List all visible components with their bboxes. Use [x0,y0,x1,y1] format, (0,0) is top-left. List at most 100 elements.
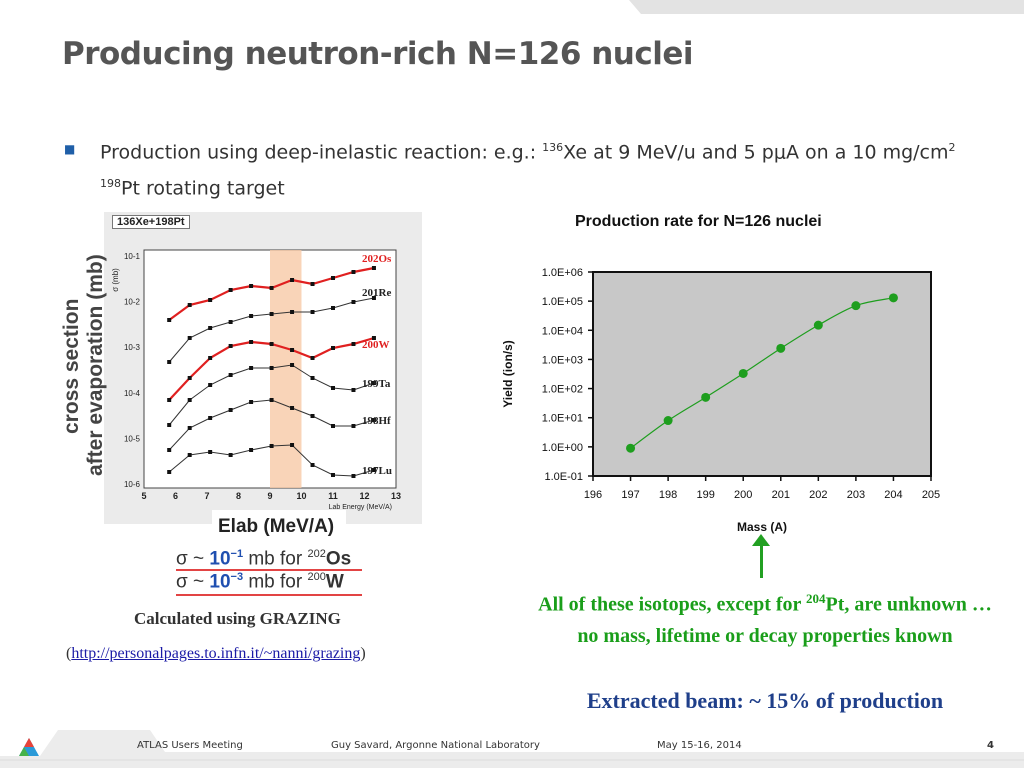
curve-marker [249,366,254,370]
curve-marker [371,468,376,472]
curve-marker [187,398,192,402]
data-point [813,320,823,330]
inner-y-tick-label: 10-2 [124,298,141,307]
inner-y-tick-label: 10-3 [124,343,141,352]
nucleus-label: 199Ta [362,378,391,390]
curve-marker [351,424,356,428]
extracted-beam-note: Extracted beam: ~ 15% of production [586,688,944,713]
inner-y-tick-label: 10-6 [124,480,141,489]
curve-marker [249,448,254,452]
curve-marker [208,326,213,330]
production-rate-chart: 1.0E-01 1.0E+00 1.0E+01 1.0E+02 1.0E+03 1.0E+… [501,267,940,534]
curve-marker [331,386,335,390]
elab-label: Elab (MeV/A) [212,510,346,544]
sigma-os-line: σ ~ 10−1 mb for 202Os [176,548,352,570]
curve-marker [208,298,213,302]
curve-marker [187,453,192,457]
footer-event: ATLAS Users Meeting [137,740,243,751]
data-point [626,443,636,453]
curve-marker [228,288,233,292]
curve-marker [310,414,315,418]
inner-y-tick-label: 10-5 [124,434,141,443]
curve-marker [371,266,376,270]
data-point [776,343,786,353]
curve-marker [351,300,356,304]
x-tick-label: 196 [584,489,602,501]
grazing-caption: Calculated using GRAZING [134,609,341,628]
y-tick-label: 1.0E+02 [542,384,583,396]
curve-marker [290,363,295,367]
inner-x-tick-label: 8 [236,491,241,501]
inner-x-tick-label: 9 [267,491,272,501]
curve-marker [167,423,172,427]
curve-marker [331,346,335,350]
curve-marker [167,448,172,452]
curve-marker [187,303,192,307]
curve-marker [371,418,376,422]
curve-marker [167,398,172,402]
data-point [738,368,748,378]
data-point [663,416,673,426]
curve-marker [310,310,315,314]
x-tick-label: 201 [772,489,790,501]
curve-marker [371,336,376,340]
footer-date: May 15-16, 2014 [657,740,742,751]
curve-marker [290,348,295,352]
curve-marker [187,336,192,340]
inner-x-tick-label: 11 [328,491,338,501]
y-tick-label: 1.0E+05 [542,296,583,308]
curve-marker [228,344,233,348]
curve-marker [249,314,254,318]
inner-x-tick-label: 7 [204,491,209,501]
x-tick-label: 198 [659,489,677,501]
curve-marker [310,376,315,380]
y-tick-label: 1.0E+04 [542,325,583,337]
inner-x-label: Lab Energy (MeV/A) [329,504,392,511]
y-axis-label: Yield (ion/s) [501,340,515,408]
data-point [701,392,711,402]
y-tick-label: 1.0E-01 [544,471,583,483]
curve-marker [310,356,315,360]
y-tick-label: 1.0E+06 [542,267,583,279]
curve-marker [371,296,376,300]
plot-area [592,271,932,477]
inner-x-tick-label: 13 [391,491,401,501]
energy-band [270,250,302,488]
grazing-link-line: (http://personalpages.to.infn.it/~nanni/… [66,645,366,662]
nucleus-label: 197Lu [362,465,392,477]
isotopes-note: All of these isotopes, except for 204Pt,… [538,591,992,647]
curve-marker [208,383,213,387]
curve-marker [351,474,356,478]
x-tick-label: 199 [696,489,714,501]
x-tick-label: 205 [922,489,940,501]
curve-marker [351,342,356,346]
curve-marker [249,284,254,288]
nucleus-label: 202Os [362,253,392,265]
inner-x-tick-label: 6 [173,491,178,501]
inner-y-tick-label: 10-1 [124,252,141,261]
curve-marker [331,424,335,428]
chart-title: Production rate for N=126 nuclei [575,213,822,230]
curve-marker [167,318,172,322]
grazing-link[interactable]: http://personalpages.to.infn.it/~nanni/g… [71,645,361,662]
curve-marker [228,320,233,324]
y-tick-label: 1.0E+01 [542,413,583,425]
reaction-label: 136Xe+198Pt [112,215,190,229]
curve-marker [331,473,335,477]
x-tick-label: 203 [847,489,865,501]
curve-marker [331,276,335,280]
curve-marker [228,453,233,457]
sigma-w-line: σ ~ 10−3 mb for 200W [176,571,344,593]
sigma-underline [176,569,362,571]
curve-marker [167,360,172,364]
curve-marker [351,270,356,274]
footer-decoration [0,730,1024,768]
inner-x-tick-label: 10 [296,491,306,501]
arrow-shaft [760,538,763,578]
curve-marker [187,376,192,380]
argonne-logo-icon [19,738,39,756]
curve-marker [269,286,274,290]
curve-marker [269,444,274,448]
y-tick-label: 1.0E+03 [542,354,583,366]
nucleus-label: 201Re [362,287,391,299]
